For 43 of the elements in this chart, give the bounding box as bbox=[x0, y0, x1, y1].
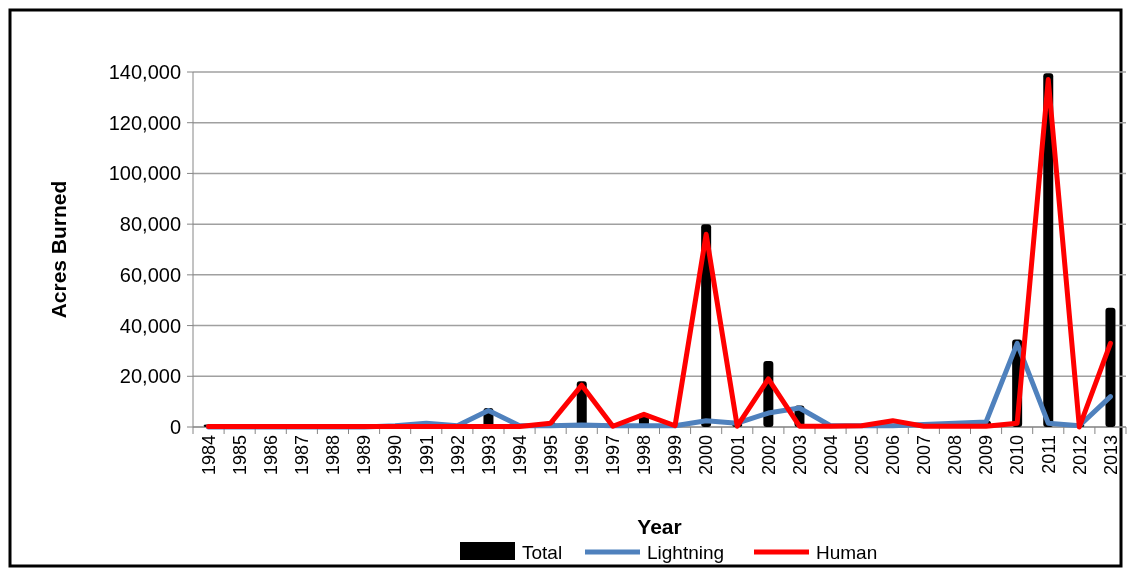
y-tick-label: 40,000 bbox=[119, 314, 181, 337]
x-tick-label: 1997 bbox=[603, 435, 624, 476]
y-tick-label: 140,000 bbox=[108, 61, 181, 83]
x-tick-label: 1998 bbox=[634, 435, 655, 476]
x-tick-label: 2008 bbox=[945, 435, 966, 476]
y-tick-label: 80,000 bbox=[119, 213, 181, 236]
x-tick-label: 1984 bbox=[198, 435, 219, 476]
y-tick-label: 120,000 bbox=[108, 111, 181, 134]
y-tick-label: 20,000 bbox=[119, 365, 181, 388]
x-tick-label: 1990 bbox=[385, 435, 406, 476]
x-tick-label: 2003 bbox=[789, 435, 810, 476]
x-tick-label: 2001 bbox=[727, 435, 748, 476]
x-tick-label: 1991 bbox=[416, 435, 437, 476]
y-tick-label: 0 bbox=[169, 416, 181, 438]
x-tick-label: 2010 bbox=[1007, 435, 1028, 476]
x-tick-label: 1988 bbox=[323, 435, 344, 476]
y-tick-label: 100,000 bbox=[108, 162, 181, 185]
y-axis-title: Acres Burned bbox=[47, 180, 70, 319]
x-tick-label: 1986 bbox=[261, 435, 282, 476]
x-tick-label: 2006 bbox=[883, 435, 904, 476]
legend-label: Human bbox=[816, 541, 878, 563]
x-tick-label: 1992 bbox=[447, 435, 468, 476]
x-tick-label: 1993 bbox=[478, 435, 499, 476]
x-tick-label: 1995 bbox=[540, 435, 561, 476]
x-axis-title: Year bbox=[637, 515, 682, 538]
x-tick-label: 1985 bbox=[229, 435, 250, 476]
x-tick-label: 2005 bbox=[851, 435, 872, 476]
x-tick-label: 2012 bbox=[1069, 435, 1090, 476]
x-tick-label: 1996 bbox=[572, 435, 593, 476]
legend-label: Total bbox=[522, 541, 563, 563]
x-tick-label: 1994 bbox=[509, 435, 530, 476]
x-tick-label: 2013 bbox=[1100, 435, 1121, 476]
y-tick-label: 60,000 bbox=[119, 263, 181, 286]
x-tick-label: 2007 bbox=[914, 435, 935, 476]
x-tick-label: 2000 bbox=[696, 435, 717, 476]
x-tick-label: 2009 bbox=[976, 435, 997, 476]
x-tick-label: 2011 bbox=[1038, 435, 1059, 474]
x-tick-label: 1999 bbox=[665, 435, 686, 476]
legend-label: Lightning bbox=[647, 541, 725, 563]
x-tick-label: 1989 bbox=[354, 435, 375, 476]
x-tick-label: 1987 bbox=[292, 435, 313, 476]
x-tick-label: 2002 bbox=[758, 435, 779, 476]
x-tick-label: 2004 bbox=[820, 435, 841, 476]
